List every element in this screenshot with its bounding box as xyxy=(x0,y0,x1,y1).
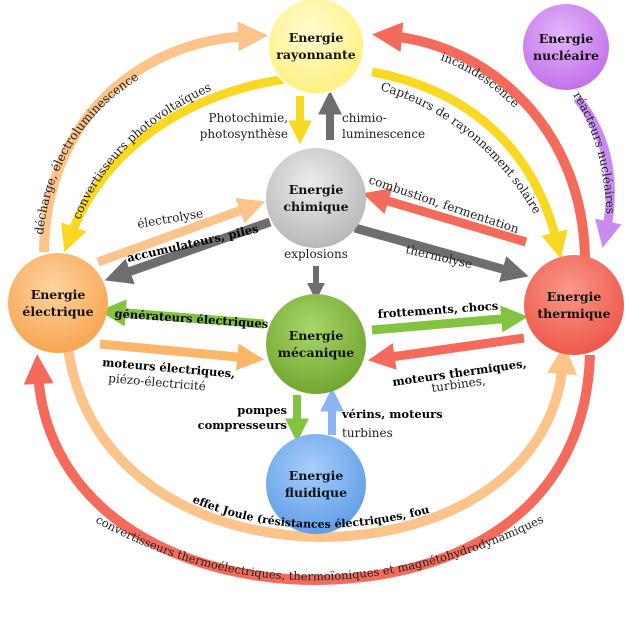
arrow-effet-joule xyxy=(63,344,578,543)
label-photovoltaiques-path: convertisseurs photovoltaïques xyxy=(70,80,214,221)
node-rayonnante-line1: Energie xyxy=(289,30,344,45)
node-chimique-line2: chimique xyxy=(283,199,348,214)
arrow-frottements xyxy=(371,305,529,335)
label-thermolyse-path: thermolyse xyxy=(404,242,473,271)
arrow-moteurs-thermiques xyxy=(367,333,525,370)
node-nucleaire-line1: Energie xyxy=(539,31,594,46)
node-mecanique: Energie mécanique xyxy=(266,294,366,394)
label-photovoltaiques: convertisseurs photovoltaïques xyxy=(70,80,214,221)
label-thermolyse: thermolyse xyxy=(404,242,473,271)
arrow-reacteurs-nucleaires xyxy=(573,95,622,248)
arrow-thermoelectriques xyxy=(23,354,595,586)
arrow-combustion xyxy=(362,188,528,247)
node-fluidique-line1: Energie xyxy=(289,468,344,483)
node-mecanique-line2: mécanique xyxy=(278,345,355,360)
arrow-moteurs-electriques xyxy=(99,339,265,371)
node-thermique: Energie thermique xyxy=(524,255,624,355)
node-nucleaire-line2: nucléaire xyxy=(533,48,599,63)
label-photochimie-2: photosynthèse xyxy=(200,127,288,141)
node-thermique-line2: thermique xyxy=(537,306,610,321)
arrow-photovoltaique xyxy=(61,71,319,253)
label-chimio-1: chimio- xyxy=(342,111,387,125)
node-rayonnante: Energie rayonnante xyxy=(267,0,365,95)
node-nucleaire: Energie nucléaire xyxy=(523,4,609,90)
label-explosions: explosions xyxy=(284,247,348,261)
node-thermique-line1: Energie xyxy=(547,289,602,304)
node-electrique-line2: électrique xyxy=(22,304,93,319)
node-chimique-line1: Energie xyxy=(289,182,344,197)
label-verins-2: turbines xyxy=(342,426,393,440)
label-photochimie-1: Photochimie, xyxy=(209,111,289,125)
label-generateurs: générateurs électriques xyxy=(114,306,269,331)
arrow-electrolyse xyxy=(96,197,266,267)
node-chimique: Energie chimique xyxy=(266,148,366,248)
node-electrique: Energie électrique xyxy=(8,253,108,353)
node-rayonnante-line2: rayonnante xyxy=(276,47,355,62)
node-fluidique: Energie fluidique xyxy=(266,434,366,534)
arrow-capteurs-solaire xyxy=(371,67,568,259)
arrow-generateurs xyxy=(98,299,265,329)
label-verins-1: vérins, moteurs xyxy=(341,407,443,421)
label-pompes-1: pompes xyxy=(237,403,287,417)
node-mecanique-line1: Energie xyxy=(289,328,344,343)
label-pompes-2: compresseurs xyxy=(198,418,287,432)
label-chimio-2: luminescence xyxy=(342,127,425,141)
arrow-accumulateurs xyxy=(104,217,272,285)
arrow-incandescence xyxy=(372,22,590,263)
arrow-thermolyse xyxy=(353,223,529,283)
arrow-electroluminescence xyxy=(39,21,268,253)
node-fluidique-line2: fluidique xyxy=(285,485,347,500)
node-electrique-line1: Energie xyxy=(31,287,86,302)
